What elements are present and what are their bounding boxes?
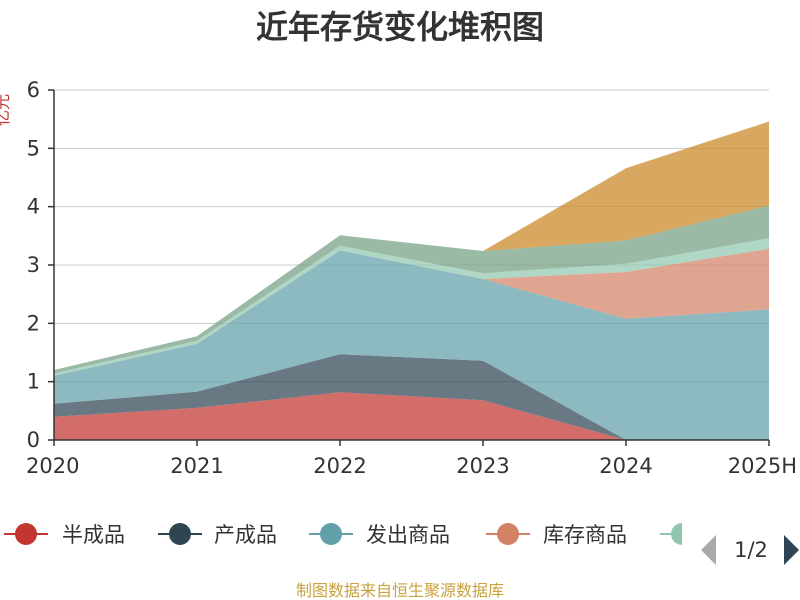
legend-item[interactable]: 库存商品 [486, 523, 627, 547]
legend-marker-icon [15, 523, 37, 545]
legend-pager: 1/2 [701, 535, 799, 565]
legend-marker-icon [671, 523, 682, 545]
chart-title: 近年存货变化堆积图 [256, 8, 544, 46]
area-series-2 [54, 250, 769, 440]
legend-label: 产成品 [214, 523, 277, 547]
legend-marker-icon [497, 523, 519, 545]
area-series-3 [54, 248, 769, 376]
legend-item[interactable]: 产成品 [158, 523, 277, 547]
area-series-0 [54, 392, 769, 440]
legend-page-indicator: 1/2 [734, 538, 768, 562]
data-source-note: 制图数据来自恒生聚源数据库 [296, 581, 504, 600]
legend-label: 库存商品 [543, 523, 627, 547]
legend-prev-page-icon[interactable] [701, 535, 716, 565]
legend-marker-icon [169, 523, 191, 545]
legend-next-page-icon[interactable] [784, 535, 799, 565]
y-tick-label: 3 [27, 253, 40, 277]
area-series-6 [54, 121, 769, 370]
area-series-1 [54, 354, 769, 440]
legend-label: 半成品 [62, 523, 125, 547]
x-tick-label: 2025H [728, 454, 797, 478]
y-tick-label: 6 [27, 78, 40, 102]
y-tick-label: 2 [27, 311, 40, 335]
x-tick-label: 2023 [456, 454, 509, 478]
axes: 0 1 2 3 4 5 6 2020 2021 2022 2023 2024 2025H [26, 78, 797, 478]
y-axis-label: 亿元 [0, 94, 12, 126]
legend-marker-icon [320, 523, 342, 545]
x-tick-label: 2022 [313, 454, 366, 478]
legend-item[interactable]: 发出商品 [309, 523, 450, 547]
x-tick-label: 2024 [599, 454, 652, 478]
y-tick-label: 5 [27, 136, 40, 160]
x-tick-label: 2020 [26, 454, 79, 478]
legend-label: 发出商品 [366, 523, 450, 547]
legend-item[interactable]: 半成品 [4, 523, 125, 547]
legend: 半成品 产成品 发出商品 库存商品 [4, 523, 682, 547]
x-tick-label: 2021 [170, 454, 223, 478]
area-series [54, 121, 769, 440]
area-series-5 [54, 205, 769, 374]
y-tick-label: 4 [27, 195, 40, 219]
y-tick-label: 1 [27, 370, 40, 394]
area-series-4 [54, 238, 769, 376]
y-tick-label: 0 [27, 428, 40, 452]
legend-item-partial[interactable] [660, 523, 682, 545]
